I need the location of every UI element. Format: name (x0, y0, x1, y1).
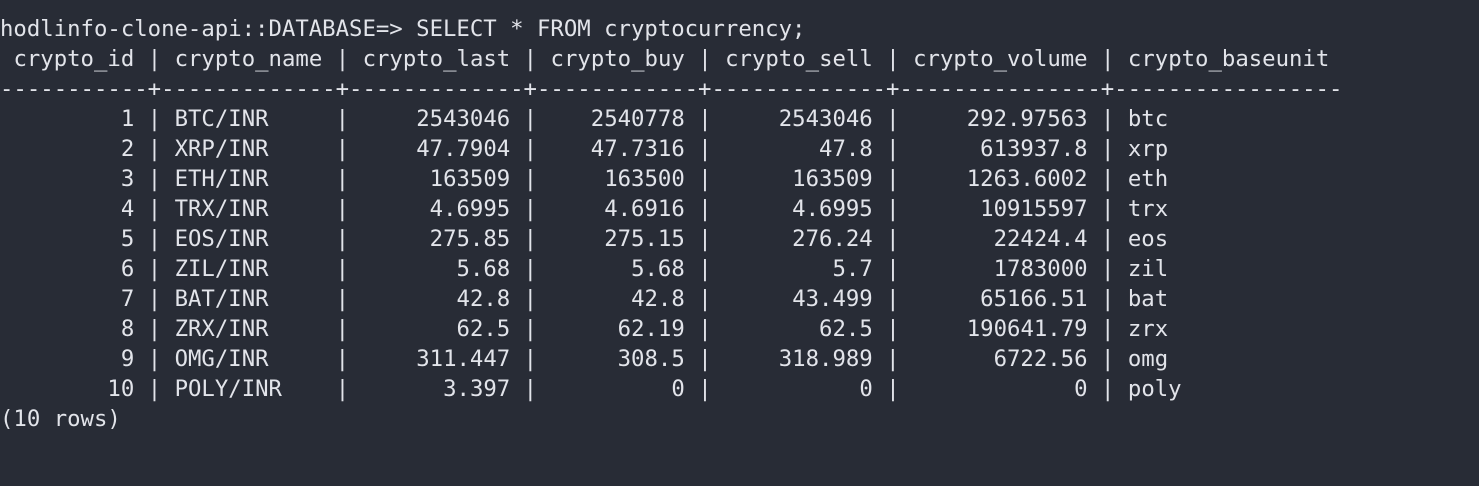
cell-crypto-buy: 163500 (604, 166, 685, 192)
cell-crypto-volume: 22424.4 (993, 226, 1088, 252)
cell-crypto-buy: 275.15 (604, 226, 685, 252)
cell-crypto-last: 275.85 (429, 226, 511, 252)
cell-crypto-baseunit: omg (1127, 346, 1169, 372)
cell-crypto-sell: 43.499 (792, 286, 873, 312)
table-row: 6 | ZIL/INR | 5.68 | 5.68 | 5.7 | 178300… (120, 256, 1169, 282)
cell-crypto-baseunit: btc (1127, 106, 1169, 132)
cell-crypto-baseunit: trx (1127, 196, 1169, 222)
cell-crypto-name: BTC/INR (174, 106, 269, 132)
column-header-crypto-baseunit: crypto_baseunit (1127, 46, 1330, 72)
result-header: crypto_id | crypto_name | crypto_last | … (13, 46, 1330, 72)
cell-crypto-buy: 5.68 (631, 256, 685, 282)
cell-crypto-sell: 62.5 (819, 316, 873, 342)
cell-crypto-sell: 163509 (792, 166, 873, 192)
cell-crypto-name: OMG/INR (174, 346, 269, 372)
cell-crypto-buy: 42.8 (631, 286, 685, 312)
cell-crypto-id: 1 (120, 106, 135, 132)
table-row: 2 | XRP/INR | 47.7904 | 47.7316 | 47.8 |… (120, 136, 1169, 162)
cell-crypto-name: POLY/INR (174, 376, 282, 402)
command-line: hodlinfo-clone-api::DATABASE=> SELECT * … (0, 14, 805, 44)
column-header-crypto-id: crypto_id (13, 46, 135, 72)
cell-crypto-last: 4.6995 (429, 196, 511, 222)
table-row: 3 | ETH/INR | 163509 | 163500 | 163509 |… (120, 166, 1169, 192)
cell-crypto-last: 62.5 (456, 316, 511, 342)
cell-crypto-id: 8 (120, 316, 135, 342)
cell-crypto-volume: 65166.51 (980, 286, 1088, 312)
cell-crypto-sell: 2543046 (778, 106, 873, 132)
cell-crypto-last: 163509 (429, 166, 511, 192)
cell-crypto-last: 3.397 (443, 376, 511, 402)
cell-crypto-buy: 2540778 (590, 106, 685, 132)
table-row: 10 | POLY/INR | 3.397 | 0 | 0 | 0 | poly (107, 376, 1182, 402)
cell-crypto-volume: 1783000 (993, 256, 1088, 282)
column-header-crypto-volume: crypto_volume (913, 46, 1088, 72)
cell-crypto-name: BAT/INR (174, 286, 269, 312)
cell-crypto-id: 3 (120, 166, 135, 192)
cell-crypto-baseunit: xrp (1127, 136, 1169, 162)
cell-crypto-sell: 0 (859, 376, 873, 402)
cell-crypto-sell: 4.6995 (792, 196, 873, 222)
cell-crypto-id: 9 (120, 346, 135, 372)
cell-crypto-id: 2 (120, 136, 135, 162)
cell-crypto-id: 5 (120, 226, 135, 252)
table-row: 7 | BAT/INR | 42.8 | 42.8 | 43.499 | 651… (120, 286, 1169, 312)
cell-crypto-volume: 190641.79 (966, 316, 1088, 342)
row-count: (10 rows) (0, 406, 121, 432)
cell-crypto-buy: 4.6916 (604, 196, 685, 222)
command-text: SELECT * FROM cryptocurrency; (416, 16, 806, 42)
cell-crypto-baseunit: eth (1127, 166, 1169, 192)
cell-crypto-baseunit: bat (1127, 286, 1169, 312)
cell-crypto-volume: 292.97563 (966, 106, 1088, 132)
table-row: 9 | OMG/INR | 311.447 | 308.5 | 318.989 … (120, 346, 1169, 372)
column-header-crypto-name: crypto_name (174, 46, 323, 72)
cell-crypto-buy: 62.19 (617, 316, 685, 342)
cell-crypto-name: ZIL/INR (174, 256, 269, 282)
cell-crypto-last: 311.447 (416, 346, 511, 372)
cell-crypto-last: 47.7904 (416, 136, 511, 162)
cell-crypto-baseunit: eos (1127, 226, 1169, 252)
cell-crypto-name: XRP/INR (174, 136, 269, 162)
cell-crypto-baseunit: zil (1127, 256, 1169, 282)
cell-crypto-volume: 6722.56 (993, 346, 1088, 372)
cell-crypto-name: EOS/INR (174, 226, 269, 252)
cell-crypto-name: ETH/INR (174, 166, 269, 192)
cell-crypto-sell: 276.24 (792, 226, 873, 252)
column-header-crypto-last: crypto_last (362, 46, 511, 72)
cell-crypto-id: 4 (120, 196, 135, 222)
cell-crypto-id: 6 (120, 256, 135, 282)
column-header-crypto-sell: crypto_sell (725, 46, 873, 72)
cell-crypto-buy: 308.5 (617, 346, 685, 372)
cell-crypto-volume: 10915597 (980, 196, 1088, 222)
header-separator: -----------+-------------+-------------+… (0, 76, 1343, 102)
cell-crypto-id: 10 (107, 376, 135, 402)
cell-crypto-buy: 47.7316 (590, 136, 685, 162)
cell-crypto-volume: 0 (1074, 376, 1088, 402)
cell-crypto-last: 2543046 (416, 106, 511, 132)
cell-crypto-volume: 1263.6002 (966, 166, 1088, 192)
cell-crypto-volume: 613937.8 (980, 136, 1088, 162)
table-row: 5 | EOS/INR | 275.85 | 275.15 | 276.24 |… (120, 226, 1169, 252)
cell-crypto-id: 7 (120, 286, 135, 312)
table-row: 1 | BTC/INR | 2543046 | 2540778 | 254304… (120, 106, 1169, 132)
table-row: 4 | TRX/INR | 4.6995 | 4.6916 | 4.6995 |… (120, 196, 1169, 222)
cell-crypto-name: ZRX/INR (174, 316, 269, 342)
table-row: 8 | ZRX/INR | 62.5 | 62.19 | 62.5 | 1906… (120, 316, 1169, 342)
cell-crypto-name: TRX/INR (174, 196, 269, 222)
cell-crypto-baseunit: poly (1127, 376, 1182, 402)
cell-crypto-sell: 5.7 (832, 256, 873, 282)
column-header-crypto-buy: crypto_buy (550, 46, 685, 72)
cell-crypto-sell: 47.8 (819, 136, 873, 162)
cell-crypto-buy: 0 (671, 376, 685, 402)
cell-crypto-baseunit: zrx (1127, 316, 1169, 342)
cell-crypto-last: 5.68 (456, 256, 511, 282)
cell-crypto-sell: 318.989 (778, 346, 873, 372)
cell-crypto-last: 42.8 (456, 286, 511, 312)
prompt: hodlinfo-clone-api::DATABASE=> (0, 16, 403, 42)
